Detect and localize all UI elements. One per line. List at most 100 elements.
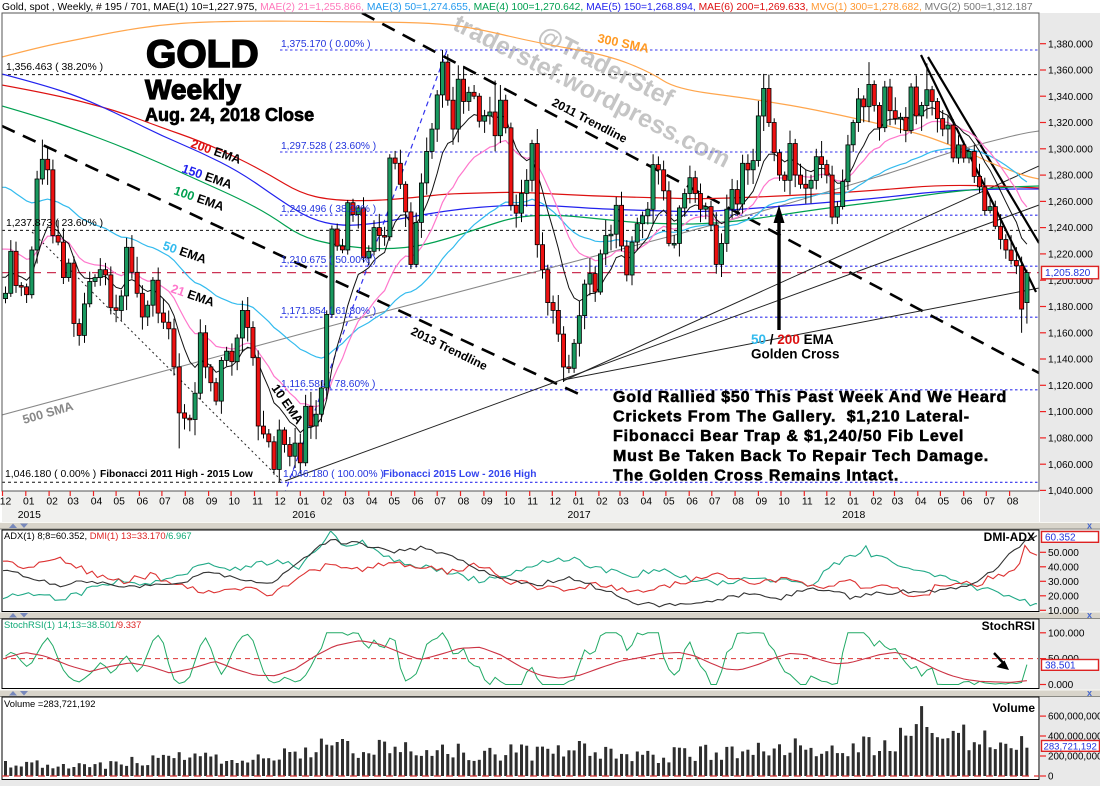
svg-text:1,320.000: 1,320.000 — [1048, 118, 1093, 129]
svg-text:1,340.000: 1,340.000 — [1048, 92, 1093, 103]
svg-text:2015: 2015 — [18, 510, 41, 521]
svg-text:60.352: 60.352 — [1045, 533, 1076, 544]
svg-text:1,046.180 ( 100.00% ): 1,046.180 ( 100.00% ) — [283, 469, 384, 480]
svg-text:Must Be Taken Back To Repair T: Must Be Taken Back To Repair Tech Damage… — [613, 448, 989, 465]
svg-text:x: x — [1087, 688, 1092, 698]
svg-text:08: 08 — [732, 497, 744, 508]
svg-text:04: 04 — [91, 497, 103, 508]
svg-text:08: 08 — [458, 497, 470, 508]
svg-text:Crickets From The Gallery. $1: Crickets From The Gallery. $1,210 Latera… — [613, 409, 970, 426]
svg-text:1,297.528 ( 23.60% ): 1,297.528 ( 23.60% ) — [281, 141, 376, 152]
svg-text:1,280.000: 1,280.000 — [1048, 171, 1093, 182]
svg-text:09: 09 — [756, 497, 768, 508]
svg-text:Fibonacci 2015 Low - 2016 High: Fibonacci 2015 Low - 2016 High — [383, 469, 536, 480]
svg-text:07: 07 — [434, 497, 446, 508]
svg-text:04: 04 — [641, 497, 653, 508]
svg-text:12: 12 — [274, 497, 286, 508]
svg-text:1,356.463 ( 38.20% ): 1,356.463 ( 38.20% ) — [6, 62, 103, 73]
svg-text:1,140.000: 1,140.000 — [1048, 355, 1093, 366]
svg-text:x: x — [1087, 521, 1092, 531]
svg-text:06: 06 — [686, 497, 698, 508]
svg-text:1,375.170 ( 0.00% ): 1,375.170 ( 0.00% ) — [281, 39, 370, 50]
svg-text:01: 01 — [573, 497, 585, 508]
svg-text:2018: 2018 — [842, 510, 865, 521]
svg-text:1,300.000: 1,300.000 — [1048, 144, 1093, 155]
svg-text:Aug. 24, 2018 Close: Aug. 24, 2018 Close — [145, 105, 314, 125]
svg-text:06: 06 — [137, 497, 149, 508]
svg-text:50 / 200 EMA: 50 / 200 EMA — [751, 332, 834, 347]
svg-text:StochRSI(1) 14;13=38.501/9.337: StochRSI(1) 14;13=38.501/9.337 — [4, 619, 141, 630]
svg-text:05: 05 — [113, 497, 125, 508]
svg-text:100.000: 100.000 — [1048, 628, 1085, 639]
svg-text:1,171.854 ( 61.80% ): 1,171.854 ( 61.80% ) — [281, 306, 376, 317]
svg-text:06: 06 — [412, 497, 424, 508]
svg-text:0: 0 — [1048, 772, 1054, 783]
svg-text:ADX(1) 8;8=60.352, DMI(1) 13=3: ADX(1) 8;8=60.352, DMI(1) 13=33.170/6.96… — [4, 530, 192, 541]
svg-text:09: 09 — [206, 497, 218, 508]
svg-text:02: 02 — [321, 497, 333, 508]
svg-text:01: 01 — [23, 497, 35, 508]
svg-text:GOLD: GOLD — [146, 33, 259, 76]
svg-text:06: 06 — [961, 497, 973, 508]
svg-text:02: 02 — [46, 497, 58, 508]
svg-text:Fibonacci Bear Trap & $1,240/5: Fibonacci Bear Trap & $1,240/50 Fib Leve… — [613, 428, 964, 445]
svg-text:1,205.820: 1,205.820 — [1045, 268, 1091, 279]
svg-text:03: 03 — [67, 497, 79, 508]
svg-text:DMI-ADX: DMI-ADX — [984, 530, 1035, 544]
svg-text:1,200.000: 1,200.000 — [1048, 276, 1093, 287]
svg-text:1,360.000: 1,360.000 — [1048, 66, 1093, 77]
svg-text:1,046.180 ( 0.00% ): 1,046.180 ( 0.00% ) — [5, 469, 96, 480]
svg-text:03: 03 — [892, 497, 904, 508]
svg-text:StochRSI: StochRSI — [982, 619, 1035, 633]
svg-text:12: 12 — [824, 497, 836, 508]
svg-text:07: 07 — [984, 497, 996, 508]
svg-text:38.501: 38.501 — [1045, 661, 1076, 672]
svg-text:01: 01 — [847, 497, 859, 508]
svg-text:10: 10 — [504, 497, 516, 508]
svg-text:1,237.873 ( 23.60% ): 1,237.873 ( 23.60% ) — [6, 218, 103, 229]
svg-text:1,080.000: 1,080.000 — [1048, 434, 1093, 445]
svg-text:10.000: 10.000 — [1048, 606, 1079, 617]
svg-text:The Golden Cross Remains Intac: The Golden Cross Remains Intact. — [613, 467, 899, 484]
svg-text:1,160.000: 1,160.000 — [1048, 328, 1093, 339]
svg-text:Fibonacci 2011 High - 2015 Low: Fibonacci 2011 High - 2015 Low — [100, 469, 253, 480]
svg-text:Volume: Volume — [993, 701, 1036, 715]
svg-text:04: 04 — [915, 497, 927, 508]
svg-text:50.000: 50.000 — [1048, 548, 1079, 559]
svg-text:01: 01 — [298, 497, 310, 508]
svg-text:11: 11 — [802, 497, 813, 508]
svg-text:07: 07 — [159, 497, 171, 508]
svg-text:1,040.000: 1,040.000 — [1048, 486, 1093, 497]
svg-text:09: 09 — [481, 497, 493, 508]
svg-text:05: 05 — [663, 497, 675, 508]
svg-text:Volume =283,721,192: Volume =283,721,192 — [4, 698, 95, 709]
svg-text:200,000,000: 200,000,000 — [1048, 752, 1100, 763]
svg-text:0.000: 0.000 — [1048, 680, 1074, 691]
svg-text:x: x — [1087, 610, 1092, 620]
svg-text:1,220.000: 1,220.000 — [1048, 250, 1093, 261]
svg-text:11: 11 — [527, 497, 538, 508]
svg-text:400,000,000: 400,000,000 — [1048, 732, 1100, 743]
svg-text:12: 12 — [550, 497, 562, 508]
svg-text:04: 04 — [366, 497, 378, 508]
svg-text:2016: 2016 — [292, 510, 315, 521]
svg-text:1,116.581 ( 78.60% ): 1,116.581 ( 78.60% ) — [281, 379, 375, 390]
svg-text:10: 10 — [228, 497, 240, 508]
svg-text:Gold Rallied $50 This Past Wee: Gold Rallied $50 This Past Week And We H… — [613, 389, 1007, 406]
svg-text:03: 03 — [343, 497, 355, 508]
svg-text:40.000: 40.000 — [1048, 562, 1079, 573]
svg-text:1,240.000: 1,240.000 — [1048, 223, 1093, 234]
svg-text:05: 05 — [389, 497, 401, 508]
svg-text:1,380.000: 1,380.000 — [1048, 39, 1093, 50]
svg-text:07: 07 — [709, 497, 721, 508]
svg-text:02: 02 — [596, 497, 608, 508]
svg-text:Golden Cross: Golden Cross — [751, 347, 840, 362]
svg-text:1,260.000: 1,260.000 — [1048, 197, 1093, 208]
svg-text:1,100.000: 1,100.000 — [1048, 407, 1093, 418]
svg-text:1,060.000: 1,060.000 — [1048, 460, 1093, 471]
svg-text:11: 11 — [252, 497, 263, 508]
svg-text:05: 05 — [938, 497, 950, 508]
svg-text:2017: 2017 — [568, 510, 591, 521]
svg-text:1,120.000: 1,120.000 — [1048, 381, 1093, 392]
svg-text:600,000,000: 600,000,000 — [1048, 712, 1100, 723]
